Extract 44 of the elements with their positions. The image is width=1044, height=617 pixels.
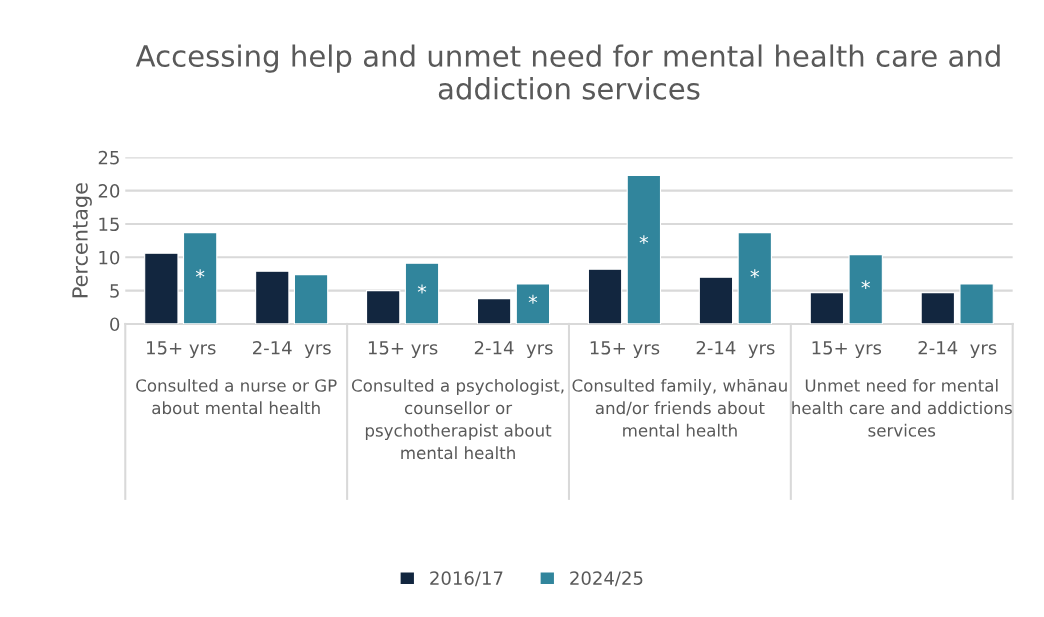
y-tick-label: 0 [110, 317, 120, 332]
x-tick-label: 15+ yrs [368, 341, 438, 359]
chart-title: Accessing help and unmet need for mental health care and addiction services [135, 44, 1000, 100]
data-label: * [417, 284, 427, 294]
data-label: * [750, 269, 760, 279]
data-label: * [195, 269, 205, 279]
legend-label: 2024/25 [570, 571, 643, 587]
bar [848, 254, 883, 324]
text: Unmet need for mental health care and addictions services [792, 378, 1012, 437]
bar [293, 274, 329, 324]
text: Consulted family, whānau and/or friends about mental health [572, 378, 787, 437]
x-tick-label: 15+ yrs [812, 341, 882, 359]
x-tick-label: 15+ yrs [147, 341, 216, 359]
bar [365, 290, 401, 324]
x-tick-label: 2-14 yrs [696, 340, 775, 359]
data-label: * [861, 280, 870, 290]
bar [626, 174, 662, 324]
x-tick-label: 2-14 yrs [253, 340, 331, 359]
text: Consulted a psychologist, counsellor or psychotherapist about mental health [351, 378, 564, 460]
y-tick-label: 5 [110, 284, 119, 298]
data-label: * [639, 235, 649, 245]
bar [698, 276, 734, 324]
bar [515, 283, 551, 324]
bar [476, 298, 512, 324]
y-tick-label: 20 [98, 184, 120, 198]
bar [144, 252, 179, 324]
bar [809, 292, 845, 324]
bar [587, 268, 623, 324]
x-tick-label: 2-14 yrs [474, 340, 553, 359]
bar [737, 232, 772, 324]
y-tick-label: 25 [98, 150, 119, 165]
y-tick-label: 10 [99, 250, 120, 265]
x-tick-label: 2-14 yrs [918, 340, 997, 359]
y-tick-label: 15 [99, 217, 119, 232]
bar [920, 292, 955, 324]
bar [255, 270, 290, 324]
bar [404, 262, 440, 324]
x-tick-label: 15+ yrs [590, 341, 660, 359]
legend-label: 2016/17 [430, 571, 503, 587]
y-axis-title: Percentage [72, 183, 92, 298]
text: Consulted a nurse or GP about mental health [136, 378, 337, 415]
bar [959, 283, 994, 324]
data-label: * [528, 294, 538, 304]
bar [182, 232, 218, 324]
